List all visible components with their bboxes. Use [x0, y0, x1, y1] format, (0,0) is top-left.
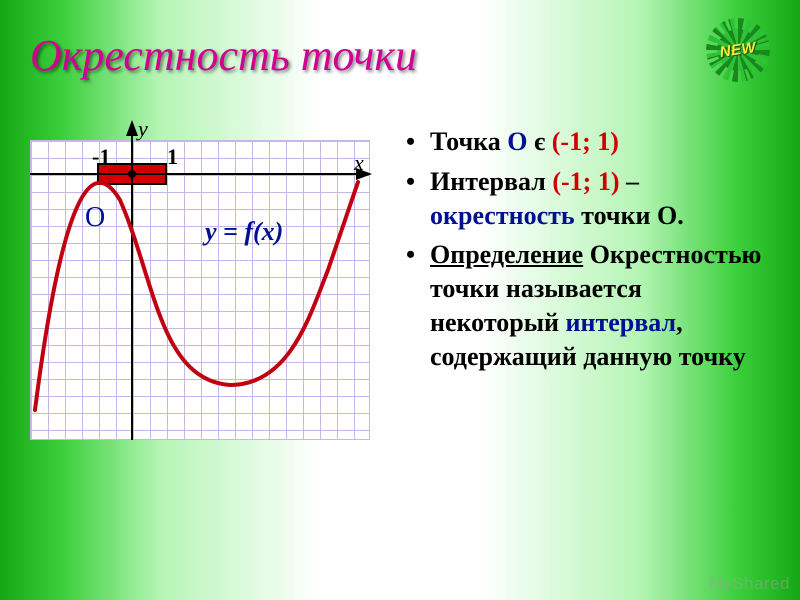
- b2-red: (-1; 1): [552, 167, 619, 196]
- function-graph: -1 1 x y О y = f(x): [30, 140, 370, 440]
- origin-dot: [128, 170, 136, 178]
- watermark: MyShared: [709, 574, 790, 594]
- tick-plus1: 1: [167, 144, 178, 169]
- b1-p1: Точка: [430, 127, 507, 156]
- x-axis-label: x: [353, 150, 364, 175]
- new-badge: NEW: [706, 18, 770, 82]
- function-label: y = f(x): [202, 217, 283, 246]
- b2-blue: окрестность: [430, 201, 575, 230]
- b2-p1: Интервал: [430, 167, 552, 196]
- bullet-list: Точка О є (-1; 1) Интервал (-1; 1) – окр…: [400, 125, 770, 380]
- b3-ul: Определение: [430, 240, 583, 269]
- tick-minus1: -1: [92, 144, 110, 169]
- origin-label: О: [85, 202, 105, 233]
- b1-p2: є: [528, 127, 552, 156]
- b3-blue: интервал: [565, 308, 676, 337]
- bullet-2: Интервал (-1; 1) – окрестность точки О.: [400, 165, 770, 233]
- function-curve: [35, 182, 358, 410]
- y-axis-arrow-icon: [126, 120, 138, 136]
- b1-blue: О: [507, 127, 527, 156]
- bullet-1: Точка О є (-1; 1): [400, 125, 770, 159]
- b1-red: (-1; 1): [552, 127, 619, 156]
- graph-svg: -1 1 x y О y = f(x): [30, 140, 370, 440]
- y-axis-label: y: [136, 116, 148, 141]
- slide-title: Окрестность точки: [30, 30, 417, 81]
- bullet-3: Определение Окрестностью точки называетс…: [400, 238, 770, 373]
- b2-p3: точки О.: [575, 201, 684, 230]
- b2-p2: –: [619, 167, 639, 196]
